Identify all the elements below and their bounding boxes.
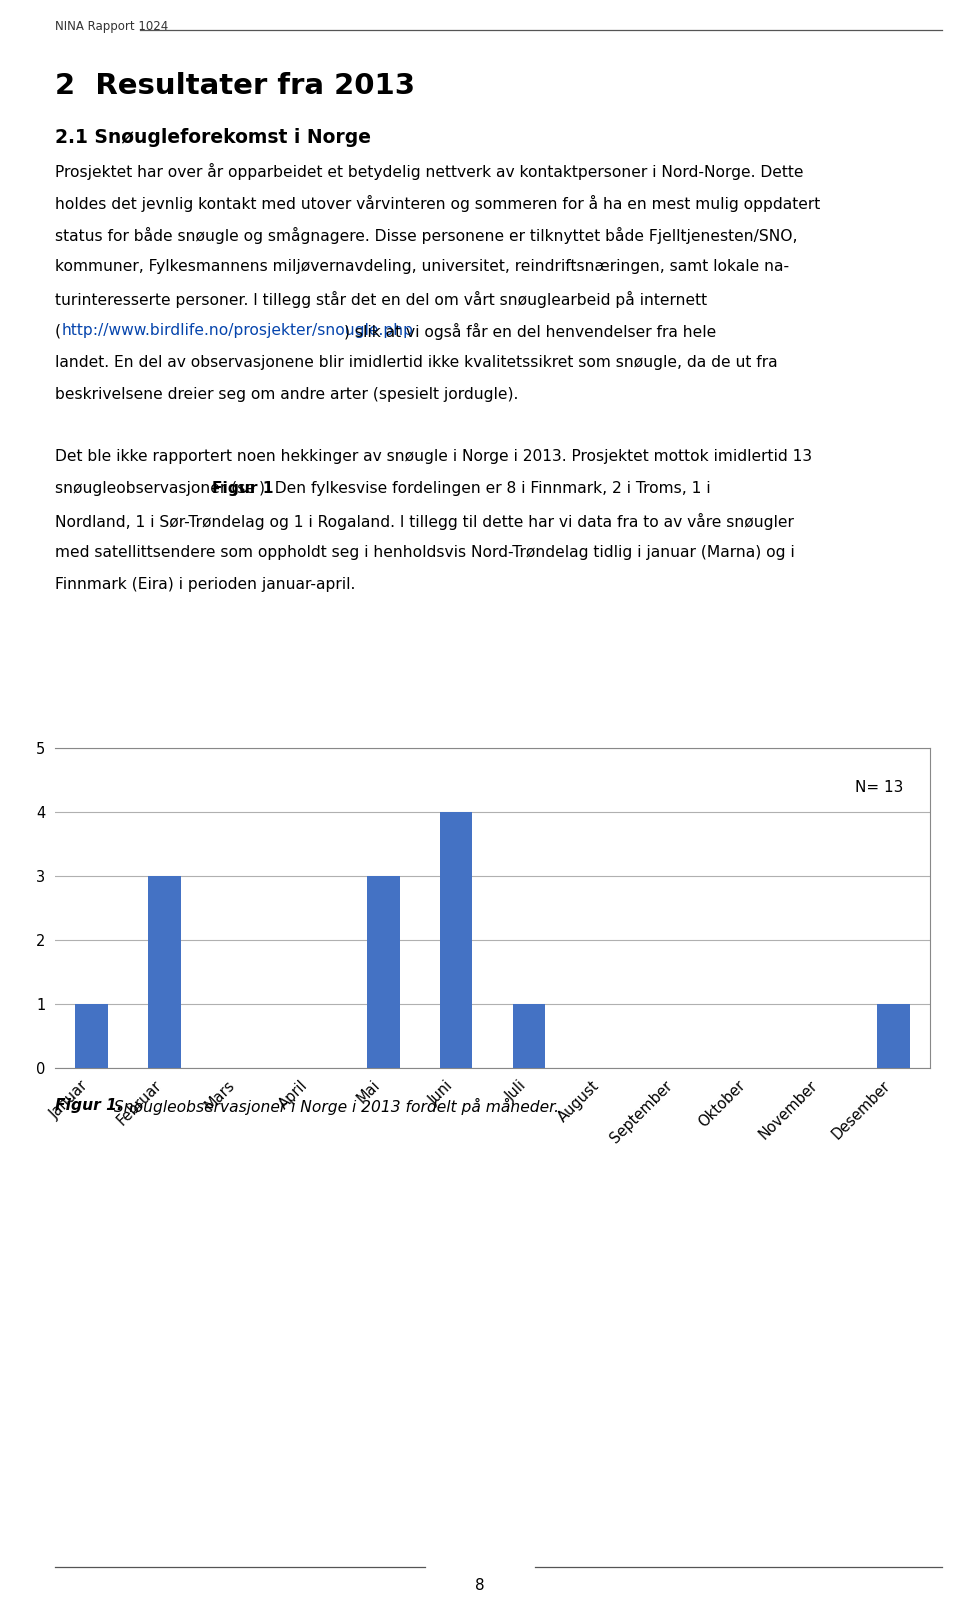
Text: N= 13: N= 13: [855, 780, 903, 796]
Text: Snøugleobservasjoner i Norge i 2013 fordelt på måneder.: Snøugleobservasjoner i Norge i 2013 ford…: [108, 1099, 559, 1115]
Text: beskrivelsene dreier seg om andre arter (spesielt jordugle).: beskrivelsene dreier seg om andre arter …: [55, 387, 518, 403]
Text: ). Den fylkesvise fordelingen er 8 i Finnmark, 2 i Troms, 1 i: ). Den fylkesvise fordelingen er 8 i Fin…: [259, 481, 710, 496]
Text: 2  Resultater fra 2013: 2 Resultater fra 2013: [55, 72, 415, 99]
Text: ) slik at vi også får en del henvendelser fra hele: ) slik at vi også får en del henvendelse…: [344, 322, 716, 340]
Text: landet. En del av observasjonene blir imidlertid ikke kvalitetssikret som snøugl: landet. En del av observasjonene blir im…: [55, 354, 778, 371]
Text: NINA Rapport 1024: NINA Rapport 1024: [55, 19, 168, 34]
Bar: [440, 812, 472, 1068]
Text: 8: 8: [475, 1578, 485, 1593]
Text: holdes det jevnlig kontakt med utover vårvinteren og sommeren for å ha en mest m: holdes det jevnlig kontakt med utover vå…: [55, 196, 820, 212]
Text: status for både snøugle og smågnagere. Disse personene er tilknyttet både Fjellt: status for både snøugle og smågnagere. D…: [55, 228, 798, 244]
Text: (: (: [55, 322, 61, 338]
Text: kommuner, Fylkesmannens miljøvernavdeling, universitet, reindriftsnæringen, samt: kommuner, Fylkesmannens miljøvernavdelin…: [55, 258, 789, 274]
Text: med satellittsendere som oppholdt seg i henholdsvis Nord-Trøndelag tidlig i janu: med satellittsendere som oppholdt seg i …: [55, 545, 795, 560]
Bar: [367, 876, 399, 1068]
Text: Figur 1: Figur 1: [212, 481, 274, 496]
Bar: [148, 876, 180, 1068]
Text: Figur 1.: Figur 1.: [55, 1099, 123, 1113]
Bar: [513, 1004, 545, 1068]
Text: 2.1 Snøugleforekomst i Norge: 2.1 Snøugleforekomst i Norge: [55, 128, 371, 148]
Bar: [877, 1004, 910, 1068]
Text: Prosjektet har over år opparbeidet et betydelig nettverk av kontaktpersoner i No: Prosjektet har over år opparbeidet et be…: [55, 164, 804, 180]
Bar: [75, 1004, 108, 1068]
Text: Nordland, 1 i Sør-Trøndelag og 1 i Rogaland. I tillegg til dette har vi data fra: Nordland, 1 i Sør-Trøndelag og 1 i Rogal…: [55, 513, 794, 529]
Text: Det ble ikke rapportert noen hekkinger av snøugle i Norge i 2013. Prosjektet mot: Det ble ikke rapportert noen hekkinger a…: [55, 449, 812, 464]
Text: http://www.birdlife.no/prosjekter/snougle.php: http://www.birdlife.no/prosjekter/snougl…: [61, 322, 413, 338]
Text: turinteresserte personer. I tillegg står det en del om vårt snøuglearbeid på int: turinteresserte personer. I tillegg står…: [55, 290, 708, 308]
Text: snøugleobservasjoner (se: snøugleobservasjoner (se: [55, 481, 260, 496]
Text: Finnmark (Eira) i perioden januar-april.: Finnmark (Eira) i perioden januar-april.: [55, 577, 355, 592]
